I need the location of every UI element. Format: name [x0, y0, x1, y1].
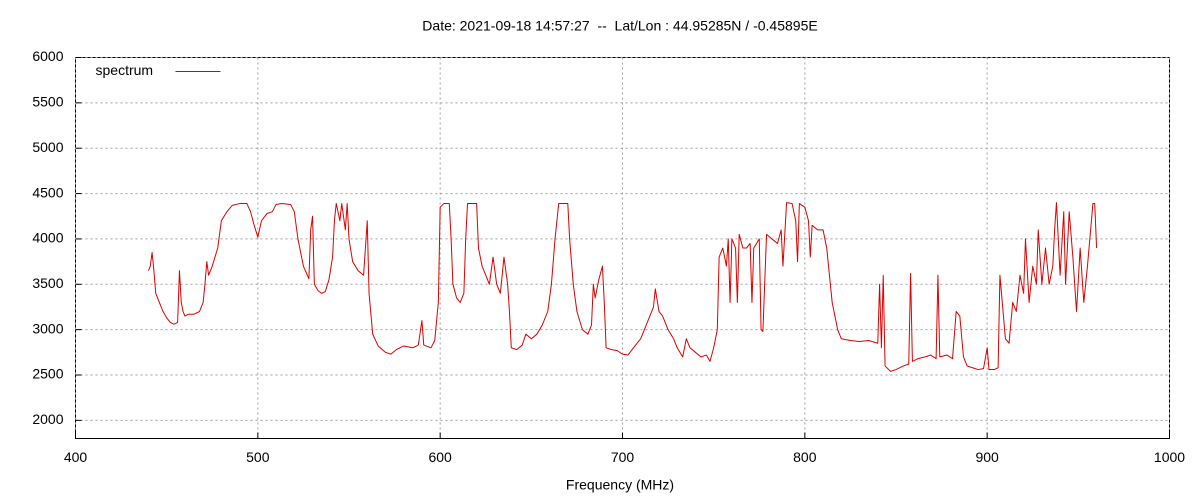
- x-axis-label: Frequency (MHz): [566, 477, 674, 493]
- x-tick-label: 500: [246, 449, 270, 465]
- x-tick-label: 1000: [1154, 449, 1185, 465]
- y-tick-label: 2500: [32, 366, 63, 382]
- y-tick-label: 4000: [32, 230, 63, 246]
- y-tick-label: 3500: [32, 275, 63, 291]
- y-tick-label: 4500: [32, 184, 63, 200]
- y-tick-label: 5000: [32, 139, 63, 155]
- spectrum-line: [147, 202, 1098, 372]
- chart-title: Date: 2021-09-18 14:57:27 -- Lat/Lon : 4…: [422, 18, 817, 34]
- legend-label: spectrum: [96, 62, 154, 78]
- x-tick-label: 900: [975, 449, 999, 465]
- y-tick-label: 2000: [32, 411, 63, 427]
- x-tick-label: 400: [64, 449, 88, 465]
- y-tick-label: 3000: [32, 320, 63, 336]
- y-tick-label: 6000: [32, 48, 63, 64]
- y-tick-label: 5500: [32, 94, 63, 110]
- x-tick-label: 700: [611, 449, 635, 465]
- x-tick-label: 600: [428, 449, 452, 465]
- x-tick-label: 800: [793, 449, 817, 465]
